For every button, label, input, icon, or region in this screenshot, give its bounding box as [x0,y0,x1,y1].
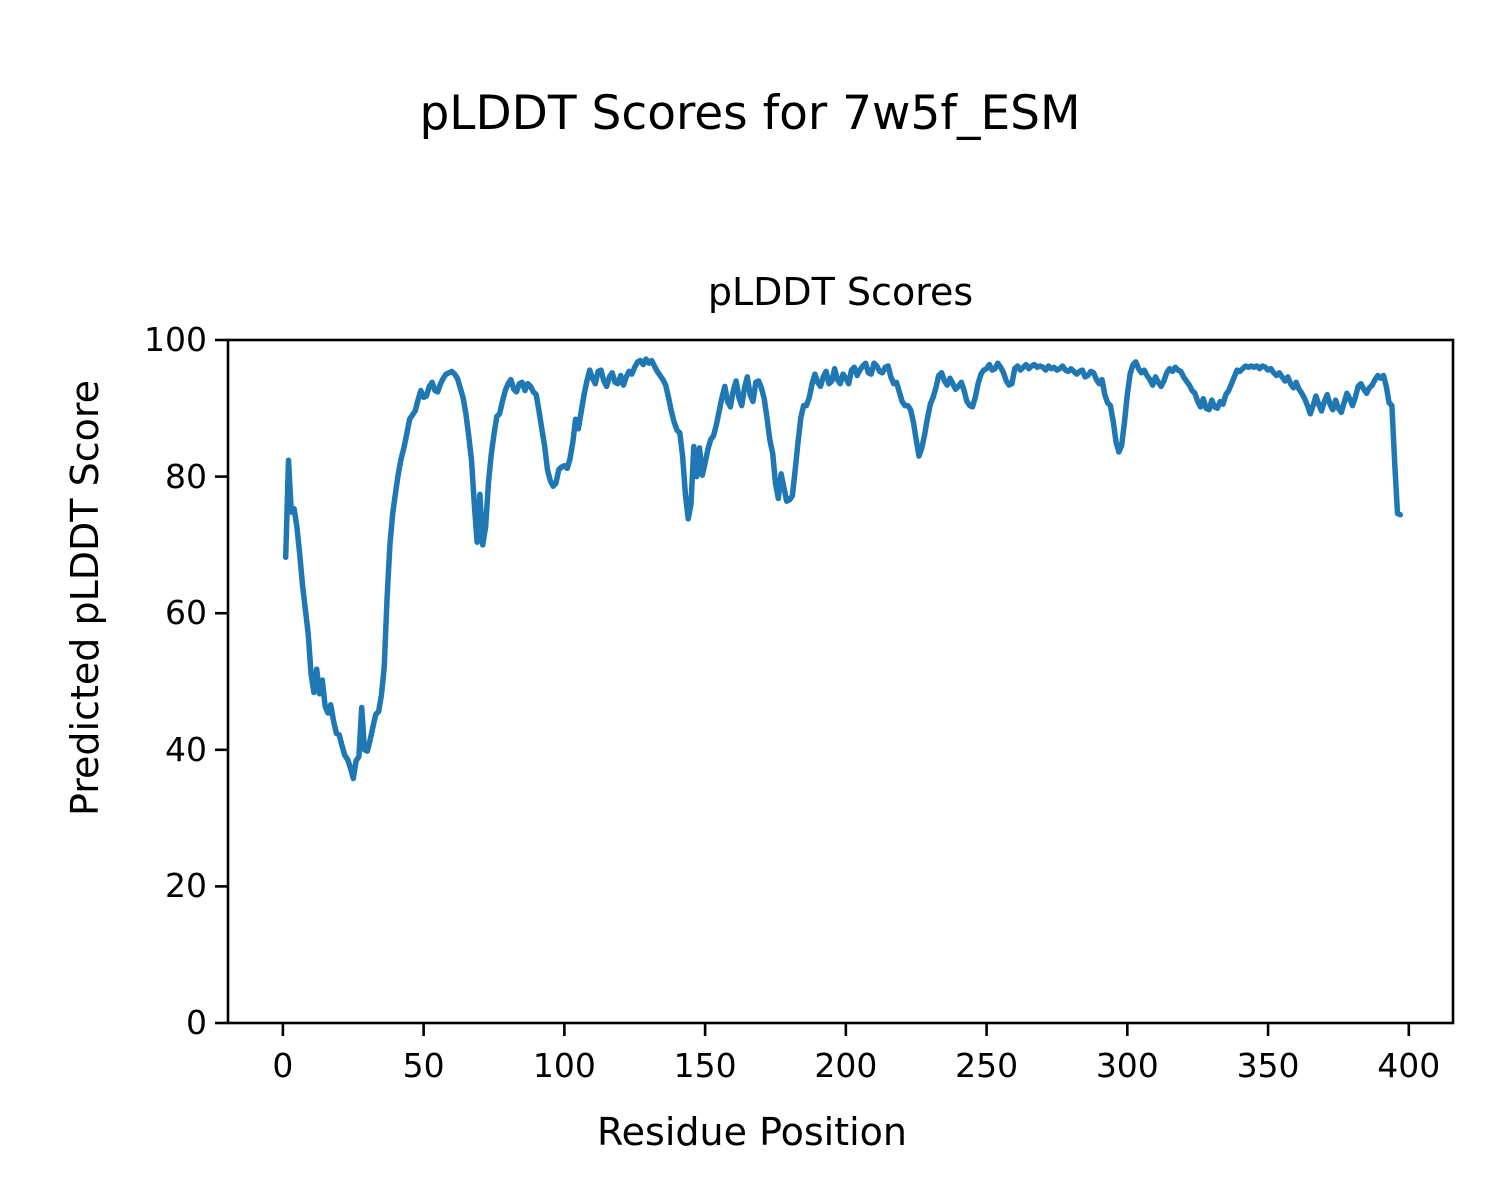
y-tick-label: 80 [165,456,207,496]
x-tick-label: 0 [272,1046,294,1085]
x-tick-label: 200 [814,1046,878,1085]
axes-title: pLDDT Scores [707,270,974,314]
plddt-line [282,356,1404,782]
figure-title: pLDDT Scores for 7w5f_ESM [419,86,1081,141]
x-tick-label: 400 [1377,1046,1441,1085]
tick-marks [215,338,1411,1036]
y-tick-label: 60 [165,593,207,633]
x-tick-label: 150 [673,1046,737,1085]
y-tick-label: 20 [165,866,207,906]
x-tick-label: 300 [1095,1046,1159,1085]
axes-frame [226,338,1455,1025]
y-tick-label: 40 [165,729,207,769]
y-tick-label: 100 [144,320,207,359]
y-axis-label: Predicted pLDDT Score [63,380,107,816]
x-axis-label: Residue Position [596,1110,908,1154]
x-tick-label: 250 [955,1046,1019,1085]
x-tick-label: 50 [402,1046,445,1085]
y-tick-label: 0 [186,1003,207,1042]
x-tick-label: 350 [1236,1046,1300,1085]
x-tick-label: 100 [532,1046,596,1085]
